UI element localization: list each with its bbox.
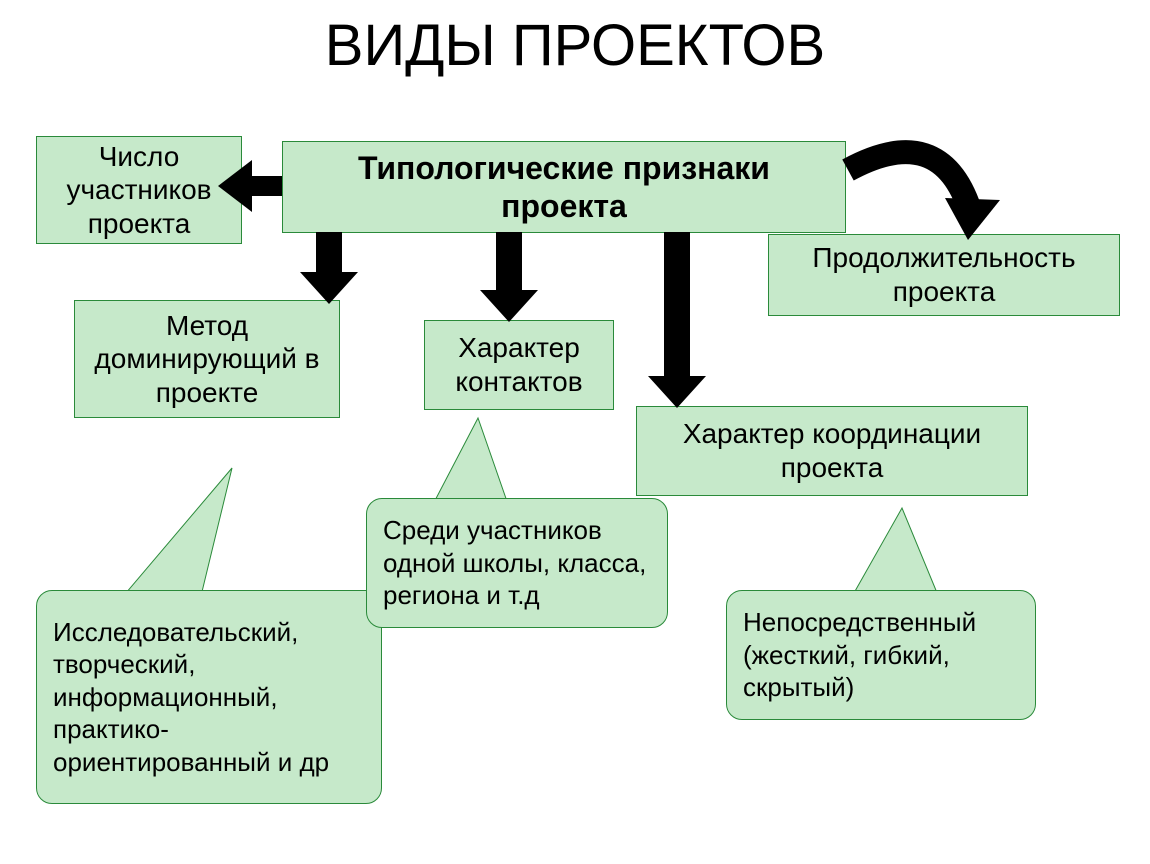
node-method-label: Метод доминирующий в проекте	[83, 309, 331, 410]
node-coordination: Характер координации проекта	[636, 406, 1028, 496]
diagram-title: ВИДЫ ПРОЕКТОВ	[0, 12, 1150, 79]
callout-method-label: Исследовательский, творческий, информаци…	[53, 616, 365, 779]
node-duration: Продолжительность проекта	[768, 234, 1120, 316]
callout-contacts-label: Среди участников одной школы, класса, ре…	[383, 514, 651, 612]
node-contacts: Характер контактов	[424, 320, 614, 410]
callout-contacts: Среди участников одной школы, класса, ре…	[366, 498, 668, 628]
node-central-label: Типологические признаки проекта	[291, 149, 837, 226]
callout-method: Исследовательский, творческий, информаци…	[36, 590, 382, 804]
callout-coordination: Непосредственный (жесткий, гибкий, скрыт…	[726, 590, 1036, 720]
node-contacts-label: Характер контактов	[433, 331, 605, 398]
node-central: Типологические признаки проекта	[282, 141, 846, 233]
callout-coordination-label: Непосредственный (жесткий, гибкий, скрыт…	[743, 606, 1019, 704]
node-coordination-label: Характер координации проекта	[645, 417, 1019, 484]
node-participants-label: Число участников проекта	[45, 140, 233, 241]
node-participants: Число участников проекта	[36, 136, 242, 244]
node-duration-label: Продолжительность проекта	[777, 241, 1111, 308]
node-method: Метод доминирующий в проекте	[74, 300, 340, 418]
